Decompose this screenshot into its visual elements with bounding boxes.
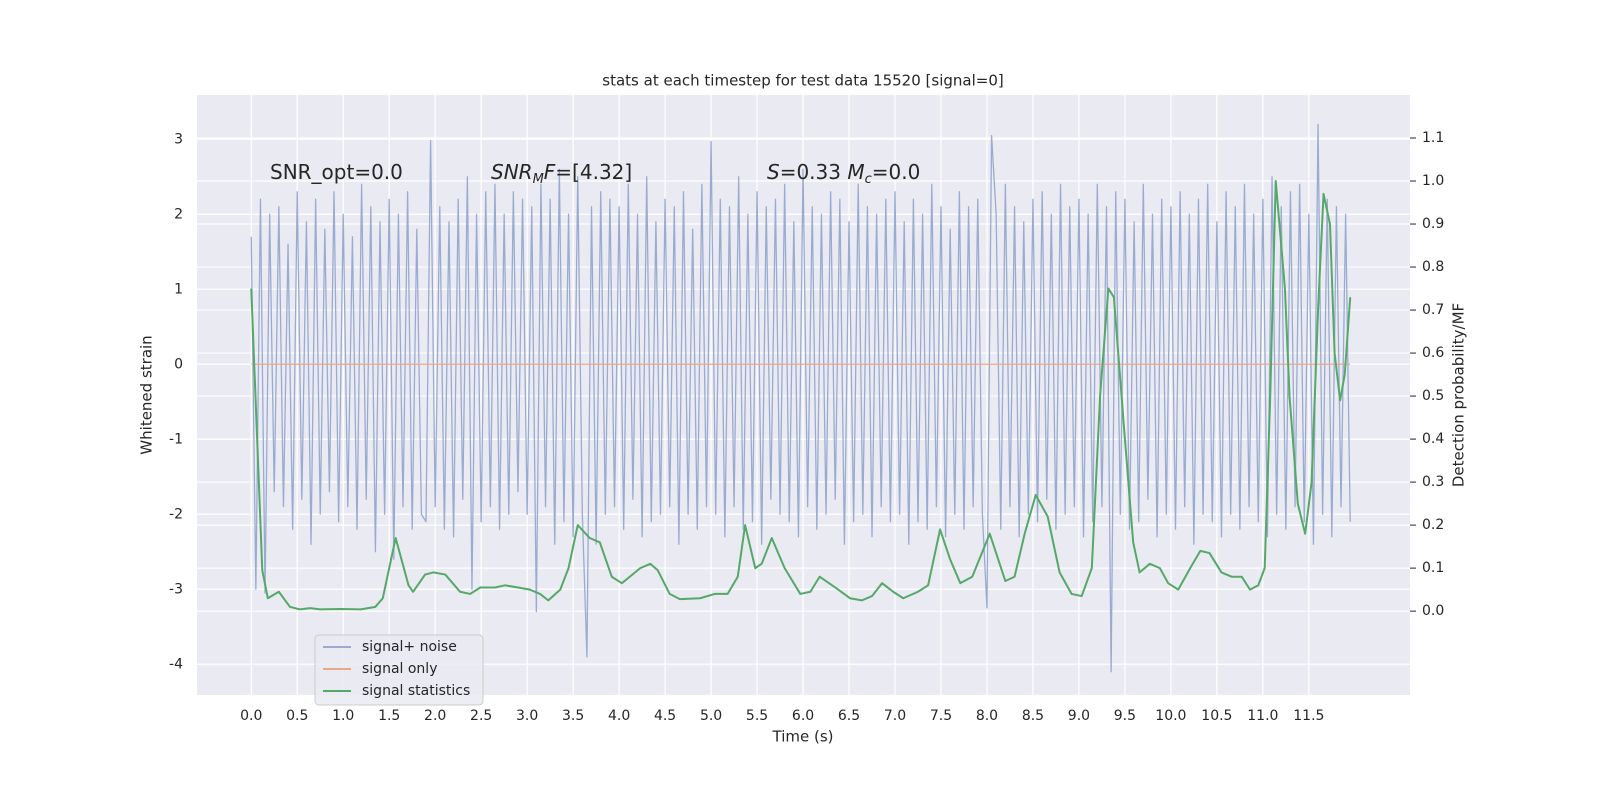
y2-axis-label: Detection probability/MF: [1450, 303, 1468, 487]
annotation-part: M: [847, 160, 864, 184]
chart-title: stats at each timestep for test data 155…: [602, 72, 1003, 90]
annotation: SNR_opt=0.0: [270, 160, 403, 184]
annotation-part: =0.33: [780, 160, 848, 184]
x-tick-label: 9.5: [1114, 708, 1136, 724]
annotation-part: M: [533, 172, 544, 187]
y-tick-label: -1: [169, 431, 183, 447]
x-tick-label: 8.0: [976, 708, 998, 724]
annotation-part: F: [544, 160, 556, 184]
y-axis-label: Whitened strain: [138, 335, 156, 454]
x-tick-label: 8.5: [1022, 708, 1044, 724]
y-tick-label: -2: [169, 506, 183, 522]
x-tick-label: 1.5: [378, 708, 400, 724]
annotation-part: S: [767, 160, 780, 184]
y2-tick-label: 0.4: [1422, 431, 1444, 447]
x-tick-label: 2.0: [424, 708, 446, 724]
y-tick-label: -4: [169, 656, 183, 672]
x-tick-label: 6.0: [792, 708, 814, 724]
y-tick-label: 1: [174, 281, 183, 297]
x-tick-label: 4.0: [608, 708, 630, 724]
y-tick-label: 0: [174, 356, 183, 372]
y2-tick-label: 0.5: [1422, 388, 1444, 404]
x-tick-label: 9.0: [1068, 708, 1090, 724]
annotation-part: =0.0: [872, 160, 921, 184]
y-tick-label: 3: [174, 131, 183, 147]
x-axis-label: Time (s): [772, 728, 834, 746]
legend-label: signal statistics: [362, 683, 470, 699]
annotation: SNRMF=[4.32]: [491, 160, 632, 187]
x-tick-label: 11.0: [1247, 708, 1278, 724]
annotation-part: c: [865, 172, 872, 187]
annotation-part: SNR_opt=0.0: [270, 160, 403, 184]
x-tick-label: 5.5: [746, 708, 768, 724]
x-tick-label: 7.0: [884, 708, 906, 724]
annotation: S=0.33 Mc=0.0: [767, 160, 920, 187]
x-tick-label: 1.0: [332, 708, 354, 724]
y2-tick-label: 0.1: [1422, 560, 1444, 576]
y2-tick-label: 0.8: [1422, 259, 1444, 275]
y2-tick-label: 0.2: [1422, 517, 1444, 533]
y2-tick-label: 1.1: [1422, 130, 1444, 146]
x-tick-label: 3.5: [562, 708, 584, 724]
legend-box: [314, 634, 484, 706]
y-tick-label: 2: [174, 206, 183, 222]
y2-tick-label: 1.0: [1422, 173, 1444, 189]
x-tick-label: 10.0: [1155, 708, 1186, 724]
x-tick-label: 6.5: [838, 708, 860, 724]
y2-tick-label: 0.7: [1422, 302, 1444, 318]
y2-tick-label: 0.9: [1422, 216, 1444, 232]
x-tick-label: 4.5: [654, 708, 676, 724]
x-tick-label: 2.5: [470, 708, 492, 724]
x-tick-label: 5.0: [700, 708, 722, 724]
series-line: [250, 123, 1351, 673]
annotation-part: =[4.32]: [555, 160, 632, 184]
legend-label: signal only: [362, 661, 437, 677]
x-tick-label: 10.5: [1201, 708, 1232, 724]
x-tick-label: 11.5: [1293, 708, 1324, 724]
y2-tick-label: 0.6: [1422, 345, 1444, 361]
x-tick-label: 0.5: [286, 708, 308, 724]
series-line: [250, 180, 1352, 611]
legend-label: signal+ noise: [362, 639, 457, 655]
y2-tick-label: 0.0: [1422, 603, 1444, 619]
annotation-part: SNR: [491, 160, 533, 184]
y2-tick-label: 0.3: [1422, 474, 1444, 490]
x-tick-label: 0.0: [240, 708, 262, 724]
x-tick-label: 3.0: [516, 708, 538, 724]
x-tick-label: 7.5: [930, 708, 952, 724]
y-tick-label: -3: [169, 581, 183, 597]
